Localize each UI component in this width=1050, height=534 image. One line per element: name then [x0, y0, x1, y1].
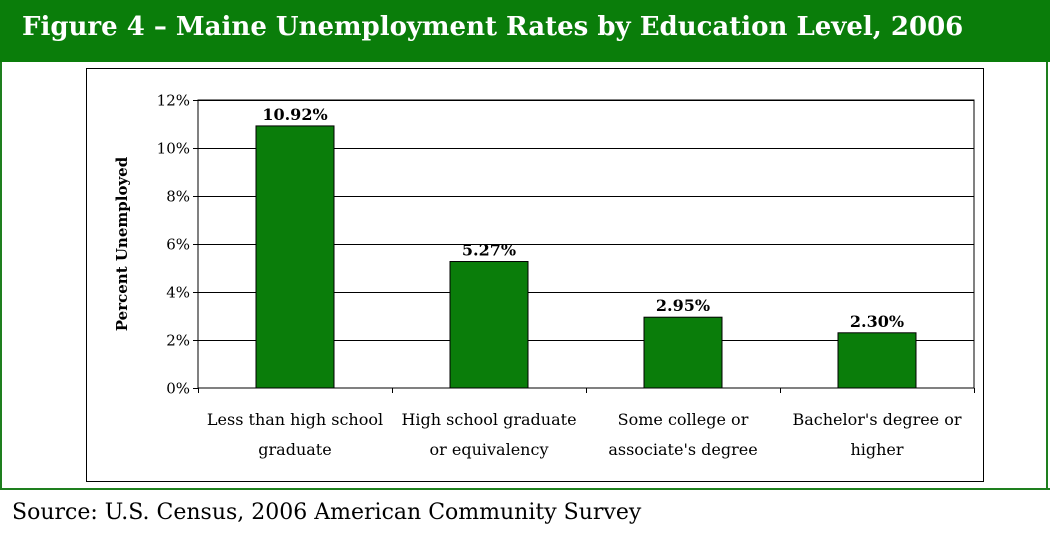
category-label: Bachelor's degree or	[792, 410, 961, 429]
bar	[255, 125, 335, 389]
category-label: High school graduate	[401, 410, 576, 429]
figure-header: Figure 4 – Maine Unemployment Rates by E…	[0, 0, 1050, 62]
y-tick-label: 10%	[157, 140, 190, 158]
y-tick-label: 6%	[166, 236, 190, 254]
category-label: or equivalency	[430, 440, 549, 459]
data-label: 2.30%	[850, 312, 904, 331]
category-label: higher	[850, 440, 903, 459]
data-label: 2.95%	[656, 296, 710, 315]
y-axis-title: Percent Unemployed	[113, 156, 131, 331]
bar	[837, 332, 917, 389]
category-label: Some college or	[618, 410, 749, 429]
bar-chart: 0% 2% 4% 6% 8% 10% 12% 10.92% Less than high sch…	[113, 92, 975, 459]
y-tick-label: 8%	[166, 188, 190, 206]
y-tick-label: 2%	[166, 332, 190, 350]
figure-frame	[0, 0, 1048, 488]
figure-title: Figure 4 – Maine Unemployment Rates by E…	[22, 12, 964, 42]
source-note: Source: U.S. Census, 2006 American Commu…	[12, 500, 642, 525]
bar	[643, 316, 723, 389]
chart-area: 0% 2% 4% 6% 8% 10% 12% 10.92% Less than high sch…	[86, 68, 984, 482]
category-label: graduate	[258, 440, 331, 459]
y-tick-label: 12%	[157, 92, 190, 110]
data-label: 10.92%	[262, 105, 327, 124]
category-label: associate's degree	[608, 440, 757, 459]
bar	[449, 261, 529, 389]
y-tick-label: 4%	[166, 284, 190, 302]
y-tick-label: 0%	[166, 380, 190, 398]
data-label: 5.27%	[462, 241, 516, 260]
footer-divider	[0, 488, 1050, 490]
category-label: Less than high school	[207, 410, 383, 429]
